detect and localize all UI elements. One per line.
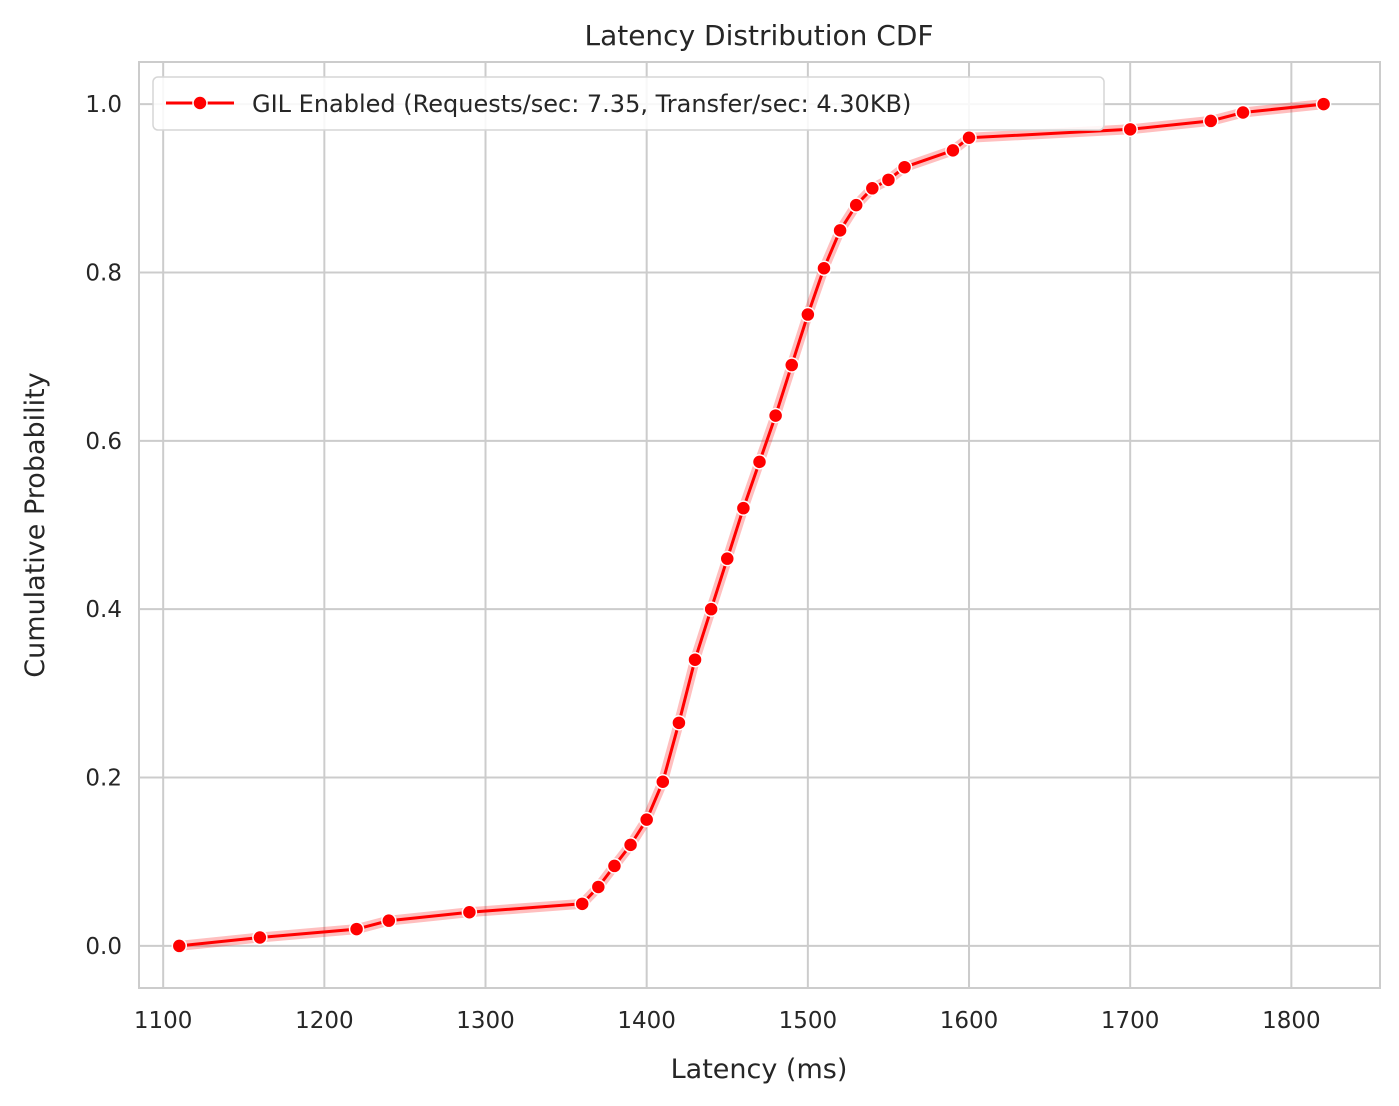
data-point (1235, 104, 1251, 121)
data-point (622, 837, 639, 853)
y-tick-label: 1.0 (85, 92, 122, 118)
data-point (864, 180, 881, 197)
data-point (832, 222, 848, 239)
data-point (800, 306, 816, 323)
x-tick-labels: 1100 1200 1300 1400 1500 1600 1700 1800 (134, 1008, 1321, 1034)
data-point (751, 454, 768, 470)
y-tick-labels: 0.0 0.2 0.4 0.6 0.8 1.0 (85, 92, 122, 960)
x-tick-label: 1400 (617, 1008, 676, 1034)
x-tick-label: 1600 (940, 1008, 999, 1034)
grid-lines (139, 62, 1380, 988)
data-point (767, 407, 784, 424)
data-point (783, 357, 800, 373)
x-tick-label: 1200 (295, 1008, 354, 1034)
data-point (816, 260, 832, 276)
y-axis-label: Cumulative Probability (20, 372, 51, 677)
data-point (880, 172, 897, 188)
data-point (703, 601, 719, 617)
y-tick-label: 0.4 (85, 597, 122, 623)
y-tick-label: 0.0 (85, 934, 122, 960)
x-axis-label: Latency (ms) (671, 1054, 848, 1085)
y-tick-label: 0.8 (85, 260, 122, 286)
data-point (171, 938, 188, 954)
data-point (945, 142, 961, 159)
data-point (896, 159, 913, 175)
plot-area (139, 62, 1380, 988)
chart-title: Latency Distribution CDF (584, 19, 933, 52)
legend-box (152, 76, 1105, 131)
data-point (606, 858, 623, 874)
data-point (638, 811, 655, 828)
x-tick-label: 1700 (1101, 1008, 1160, 1034)
data-point (1122, 121, 1138, 138)
data-point (655, 774, 671, 790)
legend-marker-swatch (192, 95, 208, 111)
data-point (574, 896, 590, 912)
x-tick-label: 1500 (779, 1008, 838, 1034)
x-tick-label: 1300 (456, 1008, 515, 1034)
data-point (252, 929, 268, 946)
y-tick-label: 0.6 (85, 429, 122, 455)
data-point (687, 651, 703, 668)
plot-frame (138, 61, 1381, 989)
data-point (461, 904, 478, 920)
x-tick-label: 1800 (1262, 1008, 1321, 1034)
data-point (671, 715, 687, 731)
data-point (590, 879, 607, 895)
data-point (1315, 96, 1332, 112)
legend: GIL Enabled (Requests/sec: 7.35, Transfe… (152, 76, 1105, 131)
legend-label: GIL Enabled (Requests/sec: 7.35, Transfe… (252, 90, 911, 118)
y-tick-label: 0.2 (85, 766, 122, 792)
data-point (961, 130, 977, 146)
series-points (171, 96, 1332, 954)
data-point (1203, 113, 1219, 129)
data-point (735, 500, 752, 516)
data-point (348, 921, 365, 937)
data-point (848, 197, 864, 213)
data-point (719, 550, 736, 567)
x-tick-label: 1100 (134, 1008, 193, 1034)
data-point (381, 912, 397, 929)
